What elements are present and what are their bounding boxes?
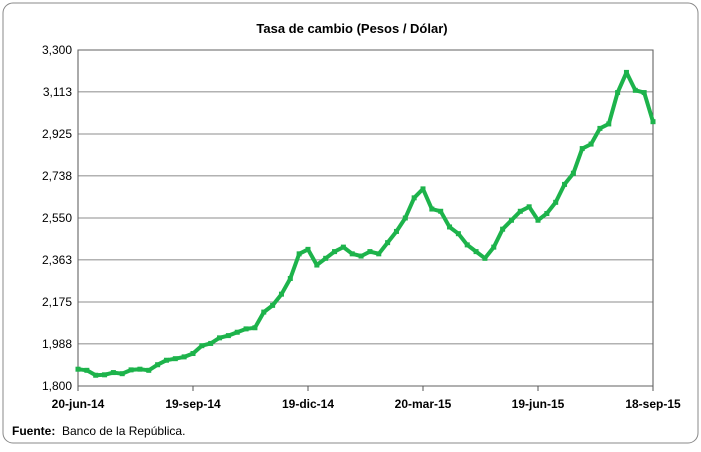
y-tick-label: 1,800: [42, 379, 72, 393]
y-tick-label: 2,738: [42, 169, 72, 183]
point: [208, 340, 214, 346]
point: [491, 244, 497, 250]
point: [615, 90, 621, 96]
point: [597, 125, 603, 131]
point: [181, 354, 187, 360]
point: [296, 251, 302, 257]
point: [473, 249, 479, 255]
point: [93, 372, 99, 378]
point: [544, 211, 550, 217]
x-tick-label: 18-sep-15: [625, 397, 681, 411]
point: [623, 69, 629, 75]
point: [340, 244, 346, 250]
x-tick-label: 20-jun-14: [52, 397, 105, 411]
point: [199, 343, 205, 349]
y-tick-label: 3,300: [42, 43, 72, 57]
point: [641, 90, 647, 96]
point: [482, 255, 488, 261]
point: [455, 231, 461, 237]
point: [287, 275, 293, 281]
point: [393, 228, 399, 234]
point: [447, 224, 453, 230]
point: [172, 356, 178, 362]
point: [570, 170, 576, 176]
point: [553, 199, 559, 205]
point: [323, 255, 329, 261]
point: [190, 351, 196, 357]
x-tick-label: 19-sep-14: [165, 397, 221, 411]
y-tick-label: 2,550: [42, 211, 72, 225]
x-tick-label: 19-jun-15: [512, 397, 565, 411]
point: [588, 141, 594, 147]
point: [579, 146, 585, 152]
point: [562, 181, 568, 187]
x-tick-label: 20-mar-15: [395, 397, 452, 411]
point: [402, 215, 408, 221]
point: [438, 208, 444, 214]
point: [155, 362, 161, 368]
point: [420, 186, 426, 192]
point: [137, 366, 143, 372]
y-tick-label: 2,175: [42, 295, 72, 309]
point: [163, 357, 169, 363]
point: [225, 333, 231, 339]
point: [146, 367, 152, 373]
point: [234, 329, 240, 335]
point: [243, 326, 249, 332]
point: [385, 240, 391, 246]
point: [110, 370, 116, 376]
point: [278, 291, 284, 297]
y-tick-label: 3,113: [43, 85, 72, 99]
y-tick-label: 2,925: [42, 127, 72, 141]
point: [500, 226, 506, 232]
point: [102, 372, 108, 378]
point: [217, 335, 223, 341]
chart-title: Tasa de cambio (Pesos / Dólar): [256, 21, 447, 36]
point: [75, 366, 81, 372]
y-tick-label: 1,988: [42, 337, 72, 351]
point: [261, 309, 267, 315]
point: [305, 246, 311, 252]
point: [358, 253, 364, 259]
point: [535, 217, 541, 223]
point: [632, 87, 638, 93]
point: [270, 302, 276, 308]
point: [650, 119, 656, 125]
point: [508, 217, 514, 223]
x-tick-label: 19-dic-14: [282, 397, 334, 411]
point: [314, 262, 320, 268]
source-label: Fuente:: [12, 424, 55, 438]
point: [332, 249, 338, 255]
point: [464, 242, 470, 248]
point: [252, 325, 258, 331]
point: [606, 121, 612, 127]
point: [517, 208, 523, 214]
point: [411, 195, 417, 201]
point: [84, 367, 90, 373]
source: Banco de la República.: [62, 424, 185, 438]
point: [376, 251, 382, 257]
point: [119, 371, 125, 377]
point: [349, 251, 355, 257]
point: [429, 206, 435, 212]
point: [526, 204, 532, 210]
y-tick-label: 2,363: [42, 253, 72, 267]
point: [367, 249, 373, 255]
point: [128, 367, 134, 373]
